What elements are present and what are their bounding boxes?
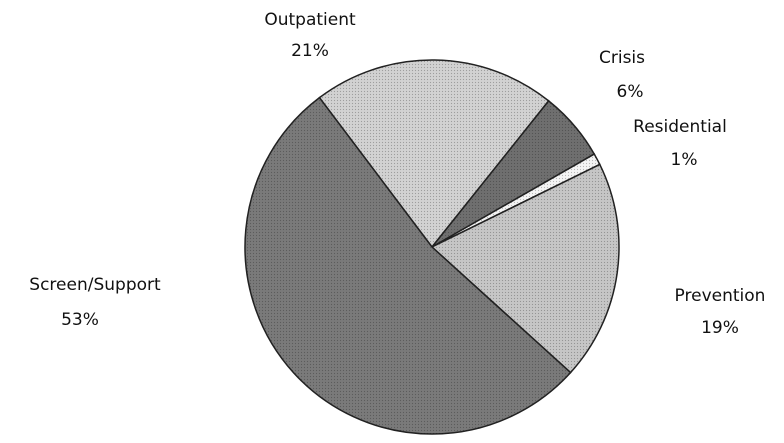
labels: Outpatient 21% Crisis 6% Residential 1% Preven… [29,10,765,338]
slice-label: Screen/Support [29,275,161,295]
slice-value-label: 19% [701,318,739,338]
slice-value-label: 53% [61,310,99,330]
slice-texture [432,164,620,373]
slice-texture [432,154,600,247]
slice-label: Outpatient [264,10,356,30]
slice-label: Crisis [599,48,645,68]
slice-texture [245,97,571,435]
slice-label: Prevention [675,286,766,306]
slice-label: Residential [633,117,727,137]
slice-value-label: 21% [291,41,329,61]
slice-value-label: 6% [617,82,644,102]
slice-texture [432,100,595,247]
pie [244,59,620,435]
slice-texture [319,60,549,248]
slice-value-label: 1% [671,150,698,170]
